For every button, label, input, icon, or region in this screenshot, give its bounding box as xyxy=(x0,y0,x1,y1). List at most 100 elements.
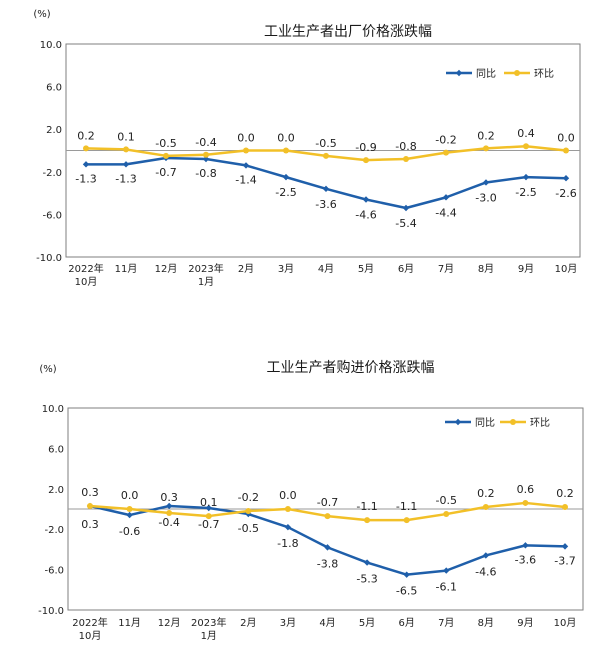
x-tick-label: 2月 xyxy=(240,617,256,629)
data-label: -3.8 xyxy=(317,557,338,570)
data-label: -6.1 xyxy=(436,581,457,594)
series-marker-circle xyxy=(163,152,169,159)
data-label: -1.3 xyxy=(115,172,136,185)
data-label: -2.5 xyxy=(515,186,536,199)
chart-title: 工业生产者出厂价格涨跌幅 xyxy=(264,24,432,40)
chart-input-price: 工业生产者购进价格涨跌幅 (%) 10.0 6.0 2.0 -2.0 -6.0 -10.0 20… xyxy=(38,360,584,642)
data-label: 0.4 xyxy=(517,127,535,140)
legend-marker xyxy=(514,70,520,76)
x-tick-label: 4月 xyxy=(318,263,334,275)
data-label: -3.7 xyxy=(554,554,575,567)
y-tick-label: -10.0 xyxy=(38,606,64,617)
series-marker-circle xyxy=(403,517,410,524)
data-label: 0.3 xyxy=(81,486,99,499)
data-label: -2.6 xyxy=(555,187,576,200)
legend-marker xyxy=(455,69,463,77)
x-tick-label: 10月 xyxy=(79,630,102,642)
x-tick-label: 5月 xyxy=(358,263,374,275)
series-marker-diamond xyxy=(561,543,569,550)
y-tick-label: 10.0 xyxy=(42,404,64,415)
x-tick-label: 10月 xyxy=(555,263,578,275)
series-marker-diamond xyxy=(324,544,331,551)
series-marker-circle xyxy=(245,508,252,515)
x-tick-label: 9月 xyxy=(517,617,533,629)
series-marker-circle xyxy=(562,503,568,510)
series-marker-diamond xyxy=(403,571,410,578)
legend-marker xyxy=(454,418,462,426)
series-marker-circle xyxy=(323,152,329,159)
series-marker-diamond xyxy=(282,173,290,181)
x-tick-label: 2023年 xyxy=(191,616,226,629)
series-marker-circle xyxy=(522,499,529,506)
series-marker-circle xyxy=(87,502,93,509)
data-label: -0.4 xyxy=(195,136,216,149)
data-label: -1.4 xyxy=(235,173,256,186)
x-tick-label: 8月 xyxy=(478,617,494,629)
y-tick-label: -2.0 xyxy=(42,168,62,179)
data-label: -3.6 xyxy=(515,553,536,566)
series-marker-circle xyxy=(123,146,129,153)
legend-label: 同比 xyxy=(476,68,496,80)
data-label: -4.4 xyxy=(435,206,456,219)
y-tick-label: 6.0 xyxy=(46,83,62,94)
x-tick-label: 7月 xyxy=(438,263,454,275)
series-marker-circle xyxy=(443,149,449,156)
series-marker-circle xyxy=(482,503,489,510)
y-tick-label: 6.0 xyxy=(48,444,64,455)
data-label: 0.0 xyxy=(237,132,255,145)
y-tick-label: -6.0 xyxy=(44,566,64,577)
data-label: -0.8 xyxy=(195,167,216,180)
x-tick-label: 2023年 xyxy=(188,262,223,275)
data-label: -0.9 xyxy=(355,141,376,154)
data-label: -0.5 xyxy=(155,137,176,150)
legend-label: 同比 xyxy=(475,417,495,429)
x-tick-label: 7月 xyxy=(438,617,454,629)
series-marker-diamond xyxy=(165,502,173,510)
y-unit-label: (%) xyxy=(39,364,56,375)
series-marker-diamond xyxy=(242,162,250,169)
y-tick-label: -10.0 xyxy=(36,253,62,264)
series-marker-circle xyxy=(324,513,331,520)
x-tick-label: 8月 xyxy=(478,263,494,275)
series-marker-circle xyxy=(563,147,569,154)
chart-title: 工业生产者购进价格涨跌幅 xyxy=(267,360,435,376)
x-tick-label: 1月 xyxy=(201,630,217,642)
series-marker-circle xyxy=(126,506,133,512)
series-marker-diamond xyxy=(82,161,90,168)
data-label: -0.5 xyxy=(315,137,336,150)
legend-marker xyxy=(510,419,516,425)
series-marker-circle xyxy=(483,145,489,152)
series-marker-diamond xyxy=(482,179,490,186)
series-marker-diamond xyxy=(443,567,450,574)
x-tick-label: 12月 xyxy=(155,263,178,275)
x-tick-label: 4月 xyxy=(319,617,335,629)
data-label: -5.3 xyxy=(356,573,377,586)
x-tick-label: 6月 xyxy=(398,263,414,275)
x-tick-label: 9月 xyxy=(518,263,534,275)
x-tick-label: 3月 xyxy=(280,617,296,629)
data-label: 0.2 xyxy=(77,129,95,142)
x-tick-label: 1月 xyxy=(198,276,214,288)
legend-label: 环比 xyxy=(534,68,554,80)
data-label: -0.5 xyxy=(436,494,457,507)
y-tick-label: 2.0 xyxy=(48,485,64,496)
data-label: -3.6 xyxy=(315,198,336,211)
series-marker-diamond xyxy=(522,173,530,181)
y-tick-label: 2.0 xyxy=(46,125,62,136)
data-label: 0.3 xyxy=(160,491,178,504)
data-label: 0.1 xyxy=(117,130,135,143)
data-label: -1.8 xyxy=(277,537,298,550)
series-marker-diamond xyxy=(284,523,292,531)
series-marker-circle xyxy=(403,156,409,163)
x-tick-label: 6月 xyxy=(398,617,414,629)
data-label: -3.0 xyxy=(475,191,496,204)
series-marker-circle xyxy=(523,143,529,150)
series-marker-circle xyxy=(443,511,450,518)
x-tick-label: 2月 xyxy=(238,263,254,275)
series-marker-diamond xyxy=(482,552,490,559)
series-marker-diamond xyxy=(562,174,570,182)
x-tick-label: 11月 xyxy=(118,617,141,629)
series-marker-diamond xyxy=(362,196,370,203)
x-tick-label: 5月 xyxy=(359,617,375,629)
data-label: 0.0 xyxy=(121,489,139,502)
